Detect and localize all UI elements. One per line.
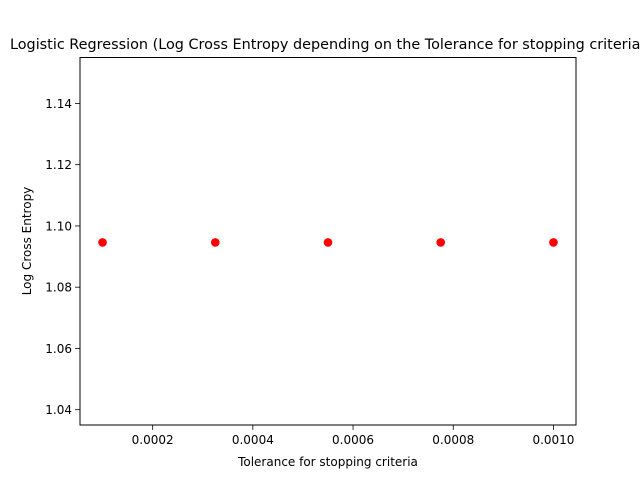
y-axis-ticks: 1.04 1.06 1.08 1.10 1.12 1.14: [45, 97, 80, 417]
data-points: [98, 238, 558, 247]
x-tick-label: 0.0010: [532, 433, 574, 447]
x-tick-label: 0.0004: [232, 433, 274, 447]
x-axis-ticks: 0.0002 0.0004 0.0006 0.0008 0.0010: [132, 425, 574, 447]
y-tick-label: 1.12: [45, 158, 72, 172]
data-point-0-1: [210, 238, 220, 247]
data-point-0-0: [98, 238, 107, 247]
y-tick-label: 1.04: [45, 403, 72, 417]
y-tick-label: 1.08: [45, 281, 72, 295]
x-tick-label: 0.0008: [432, 433, 474, 447]
chart-title: Logistic Regression (Log Cross Entropy d…: [10, 37, 640, 53]
y-tick-label: 1.10: [45, 219, 72, 233]
data-point-0-3: [436, 238, 446, 247]
data-point-0-2: [323, 238, 333, 247]
y-tick-label: 1.14: [45, 97, 72, 111]
x-tick-label: 0.0002: [132, 433, 174, 447]
y-tick-label: 1.06: [45, 342, 72, 356]
x-axis-label: Tolerance for stopping criteria: [237, 455, 418, 469]
x-tick-label: 0.0006: [332, 433, 374, 447]
data-point-0-4: [549, 238, 558, 247]
plot-frame: [79, 57, 577, 426]
y-axis-label: Log Cross Entropy: [20, 187, 34, 296]
